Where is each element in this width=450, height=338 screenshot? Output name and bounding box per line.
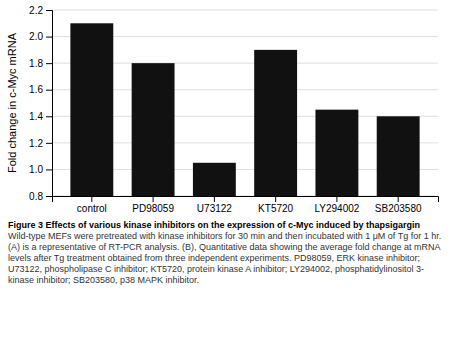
bars: [70, 23, 419, 196]
y-axis-title: Fold change in c-Myc mRNA: [6, 32, 18, 173]
chart-container: 0.8 1.0 1.2 1.4 1.6 1.8 2.0 2.2 control PD98059 U7…: [0, 0, 450, 218]
y-tick: 2.0: [29, 31, 52, 42]
bar: [315, 110, 358, 196]
x-tick: KT5720: [258, 196, 293, 214]
bar: [193, 163, 236, 196]
x-tick-label: U73122: [197, 203, 232, 214]
y-tick-label: 1.0: [29, 164, 43, 175]
plot-area: 0.8 1.0 1.2 1.4 1.6 1.8 2.0 2.2 control PD98059 U7…: [29, 5, 438, 218]
y-tick-label: 2.0: [29, 31, 43, 42]
y-tick-label: 0.8: [29, 191, 43, 202]
y-tick-label: 1.8: [29, 58, 43, 69]
x-tick-mark: [214, 196, 215, 202]
y-tick-mark: [46, 143, 52, 144]
y-tick-label: 2.2: [29, 5, 43, 16]
x-tick-mark: [398, 196, 399, 202]
y-tick-label: 1.4: [29, 111, 43, 122]
y-tick-mark: [46, 196, 52, 197]
x-tick-mark: [275, 196, 276, 202]
x-axis: control PD98059 U73122 KT5720 LY294002 SB2035…: [53, 196, 439, 214]
chart-svg: 0.8 1.0 1.2 1.4 1.6 1.8 2.0 2.2 control PD98059 U7…: [0, 0, 450, 218]
caption-title: Figure 3 Effects of various kinase inhib…: [8, 220, 420, 230]
x-tick-label: SB203580: [375, 203, 422, 214]
y-tick-mark: [46, 169, 52, 170]
x-tick-label: LY294002: [314, 203, 359, 214]
x-tick-label: PD98059: [132, 203, 174, 214]
bar: [70, 23, 113, 196]
y-tick: 1.2: [29, 138, 52, 149]
x-tick-label: KT5720: [258, 203, 293, 214]
y-tick: 1.6: [29, 84, 52, 95]
y-tick: 1.0: [29, 164, 52, 175]
x-tick-label: control: [77, 203, 107, 214]
bar: [377, 116, 420, 196]
x-tick-mark: [153, 196, 154, 202]
y-axis-line: [46, 11, 53, 197]
x-tick: SB203580: [375, 196, 422, 214]
y-tick: 1.4: [29, 111, 52, 122]
x-tick: control: [77, 196, 107, 214]
y-tick: 1.8: [29, 58, 52, 69]
grid-line: [52, 10, 438, 11]
x-tick: U73122: [197, 196, 232, 214]
y-tick-mark: [46, 10, 52, 11]
y-tick-mark: [46, 116, 52, 117]
bar: [132, 63, 175, 196]
y-axis: 0.8 1.0 1.2 1.4 1.6 1.8 2.0 2.2: [29, 5, 52, 202]
caption-text: Wild-type MEFs were pretreated with kina…: [8, 231, 441, 285]
x-tick: LY294002: [314, 196, 359, 214]
y-tick-mark: [46, 37, 52, 38]
x-tick-mark: [336, 196, 337, 202]
bar: [254, 50, 297, 196]
y-tick: 2.2: [29, 5, 52, 16]
x-tick-mark: [91, 196, 92, 202]
x-tick: PD98059: [132, 196, 174, 214]
x-axis-line: [53, 197, 439, 203]
y-tick-label: 1.2: [29, 138, 43, 149]
y-tick-label: 1.6: [29, 84, 43, 95]
caption: Figure 3 Effects of various kinase inhib…: [0, 218, 450, 286]
y-tick: 0.8: [29, 191, 52, 202]
y-tick-mark: [46, 63, 52, 64]
y-tick-mark: [46, 90, 52, 91]
